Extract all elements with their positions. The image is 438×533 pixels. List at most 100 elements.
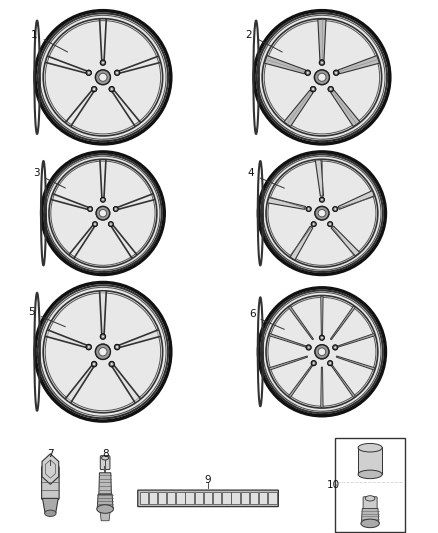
Ellipse shape [89,208,92,211]
Ellipse shape [102,198,104,201]
Ellipse shape [263,156,381,270]
Ellipse shape [306,207,311,212]
Text: 4: 4 [247,168,254,178]
Ellipse shape [320,61,324,64]
Polygon shape [289,306,314,340]
Ellipse shape [318,73,326,82]
Ellipse shape [87,71,90,74]
Ellipse shape [109,222,113,227]
Ellipse shape [333,70,339,76]
Ellipse shape [319,60,325,65]
Ellipse shape [115,344,120,350]
Ellipse shape [321,336,323,339]
Ellipse shape [319,335,325,340]
Ellipse shape [334,207,337,211]
Polygon shape [42,498,58,513]
Ellipse shape [263,292,381,411]
Text: 1: 1 [31,30,37,39]
Ellipse shape [110,87,113,91]
Ellipse shape [334,346,337,349]
Ellipse shape [320,336,324,340]
Ellipse shape [319,60,325,66]
Ellipse shape [101,335,105,338]
Ellipse shape [328,222,332,227]
Ellipse shape [114,70,120,76]
Ellipse shape [110,223,112,225]
Ellipse shape [311,86,316,92]
Ellipse shape [307,207,310,211]
Polygon shape [290,226,313,260]
Ellipse shape [102,335,104,338]
Text: 5: 5 [28,307,35,317]
Polygon shape [338,191,374,209]
Polygon shape [289,364,314,398]
Ellipse shape [87,71,90,75]
Ellipse shape [319,335,325,340]
Ellipse shape [92,86,97,92]
Ellipse shape [101,61,105,64]
Ellipse shape [315,345,329,359]
Ellipse shape [40,15,166,139]
FancyBboxPatch shape [42,466,59,499]
Ellipse shape [365,496,375,501]
Ellipse shape [101,198,104,201]
FancyBboxPatch shape [100,456,110,470]
Polygon shape [331,226,360,256]
Ellipse shape [97,505,113,513]
Ellipse shape [95,344,110,359]
Ellipse shape [96,206,110,220]
Ellipse shape [328,86,333,92]
Ellipse shape [92,361,97,367]
Ellipse shape [312,87,314,91]
Ellipse shape [358,470,382,479]
Ellipse shape [307,346,310,349]
Ellipse shape [328,361,333,366]
Ellipse shape [335,71,338,75]
Ellipse shape [96,206,110,220]
Bar [213,492,222,504]
Polygon shape [42,454,59,484]
Ellipse shape [109,361,114,367]
Bar [204,492,212,504]
Ellipse shape [333,207,338,212]
Ellipse shape [361,519,379,528]
Ellipse shape [115,70,120,75]
Ellipse shape [86,70,92,76]
Ellipse shape [92,87,96,91]
Polygon shape [46,330,87,348]
Ellipse shape [93,87,95,91]
Polygon shape [315,160,324,196]
Ellipse shape [93,362,95,366]
Ellipse shape [318,348,326,356]
Polygon shape [321,296,323,336]
Bar [222,492,230,504]
Ellipse shape [109,86,114,92]
Ellipse shape [99,348,107,356]
Ellipse shape [114,344,120,350]
Text: 3: 3 [33,168,39,178]
Bar [167,492,175,504]
Ellipse shape [319,197,325,202]
Ellipse shape [314,70,329,85]
Ellipse shape [321,61,323,64]
Ellipse shape [110,362,113,366]
Bar [186,492,194,504]
Ellipse shape [311,222,316,227]
Ellipse shape [92,222,97,227]
Polygon shape [284,90,313,126]
Ellipse shape [88,207,92,212]
Polygon shape [66,366,94,402]
Ellipse shape [319,197,325,202]
Ellipse shape [94,223,96,225]
Ellipse shape [113,207,118,212]
Bar [139,492,148,504]
Ellipse shape [40,287,166,416]
Ellipse shape [99,209,106,217]
Ellipse shape [114,207,117,211]
Polygon shape [318,19,326,60]
Bar [358,447,382,474]
Polygon shape [119,330,160,348]
Polygon shape [112,366,140,402]
Ellipse shape [109,222,113,227]
Ellipse shape [100,60,106,66]
